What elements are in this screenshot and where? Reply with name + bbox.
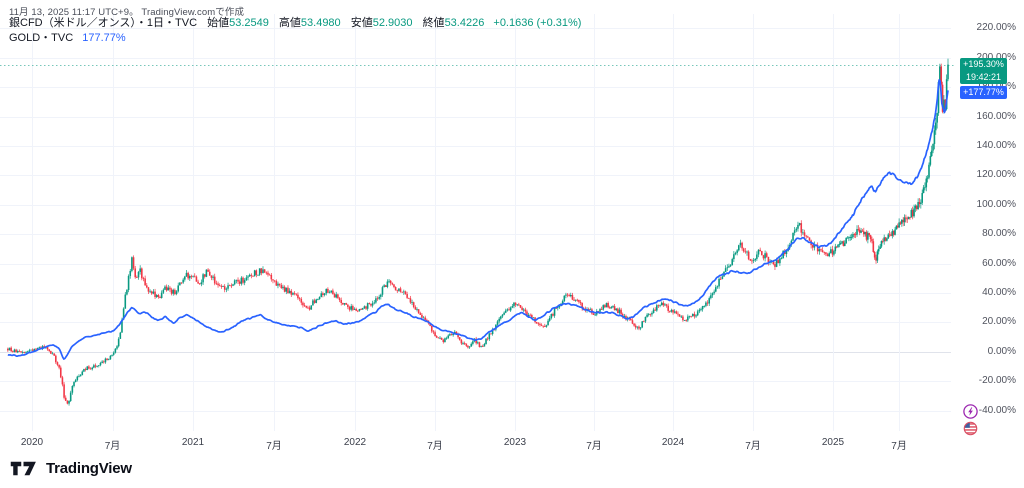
price-axis-label: 100.00% [976,198,1016,210]
price-axis-label: 40.00% [982,286,1016,298]
time-axis-label: 7月 [586,441,602,452]
close-value: 53.4226 [444,17,485,29]
time-axis-label: 7月 [745,441,761,452]
us-flag-logo-icon [963,421,978,436]
compare-value: 177.77% [82,32,126,44]
tradingview-logo[interactable]: TradingView [10,460,132,477]
chart-legend: 銀CFD（米ドル／オンス）・1日・TVC 始値53.2549 高値53.4980… [9,16,581,45]
price-axis-label: 80.00% [982,228,1016,240]
price-axis-label: 20.00% [982,316,1016,328]
time-axis-label: 2023 [503,437,527,448]
price-axis-label: 120.00% [976,169,1016,181]
price-axis-label: 220.00% [976,22,1016,34]
legend-row-compare[interactable]: GOLD・TVC 177.77% [9,31,581,45]
tradingview-logo-mark [10,461,36,476]
bar-countdown: 19:42:21 [965,71,1002,82]
time-axis-label: 7月 [891,441,907,452]
compare-price-badge: +177.77% [960,85,1007,99]
low-value: 52.9030 [372,17,413,29]
price-axis-label: 0.00% [987,345,1016,357]
price-axis-label: 200.00% [956,52,1016,64]
high-label: 高値 [278,17,301,29]
lightning-logo-icon [963,404,978,419]
time-axis-label: 7月 [104,441,121,452]
time-axis-label: 2022 [343,437,367,448]
price-axis-label: -40.00% [978,404,1016,416]
low-label: 安値 [350,17,373,29]
open-value: 53.2549 [229,17,269,29]
last-price-value: +195.30% [963,58,1004,69]
symbol-interval: ・1日・TVC [135,17,198,29]
change-value: +0.1636 (+0.31%) [493,17,582,29]
time-axis-label: 2021 [181,437,205,448]
price-axis-label: -20.00% [978,375,1016,387]
compare-title: GOLD・TVC [9,32,74,44]
last-price-badge: +195.30% 19:42:21 [960,57,1007,84]
legend-row-main[interactable]: 銀CFD（米ドル／オンス）・1日・TVC 始値53.2549 高値53.4980… [9,16,581,30]
time-axis-label: 7月 [266,441,282,452]
time-axis-label: 7月 [427,441,443,452]
compare-price-value: +177.77% [963,86,1004,97]
high-value: 53.4980 [300,17,341,29]
symbol-title: 銀CFD（米ドル／オンス） [9,17,136,29]
time-axis-label: 2024 [661,437,685,448]
open-label: 始値 [207,17,230,29]
generated-timestamp: 11月 13, 2025 11:17 UTC+9。 TradingView.co… [9,7,245,18]
tradingview-brand-text: TradingView [46,460,132,477]
time-axis-label: 2025 [821,437,845,448]
close-label: 終値 [422,17,445,29]
time-axis-label: 2020 [20,437,44,448]
price-axis-label: 60.00% [982,257,1016,269]
price-axis-label: 140.00% [976,139,1016,151]
price-axis-label: 160.00% [976,110,1016,122]
